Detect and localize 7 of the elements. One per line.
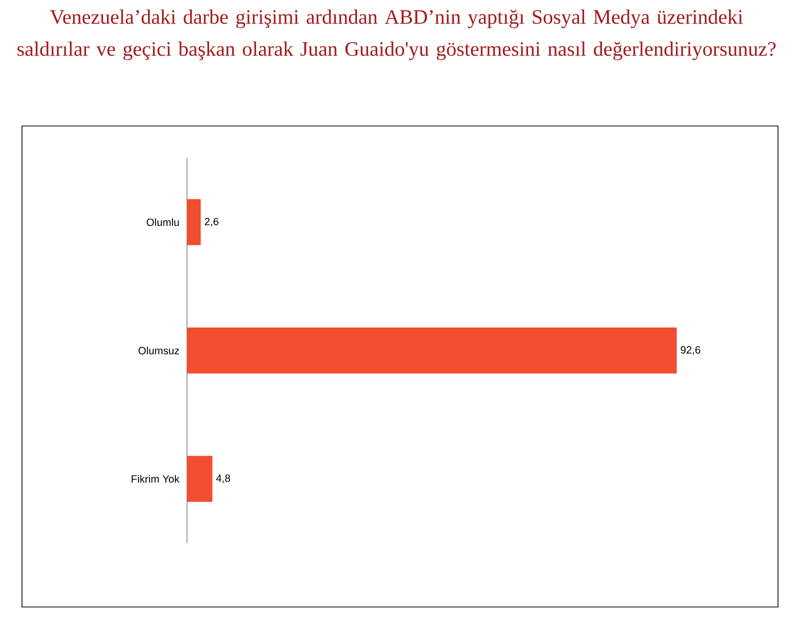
y-tick-label: Olumlu bbox=[146, 218, 179, 226]
y-tick-label: Fikrim Yok bbox=[132, 474, 180, 483]
data-label: 2,6 bbox=[204, 218, 218, 226]
y-tick-label: Olumsuz bbox=[138, 346, 179, 354]
chart-title: Venezuela’daki darbe girişimi ardından ABD’nin yaptığı Sosyal Medya üzerindeki saldırılar ve geçici başkan olarak Juan Guaido'yu göstermesini nasıl değerlendiriyorsunuz? bbox=[18, 10, 776, 60]
data-label: 4,8 bbox=[216, 474, 230, 484]
data-label: 92,6 bbox=[680, 346, 700, 355]
